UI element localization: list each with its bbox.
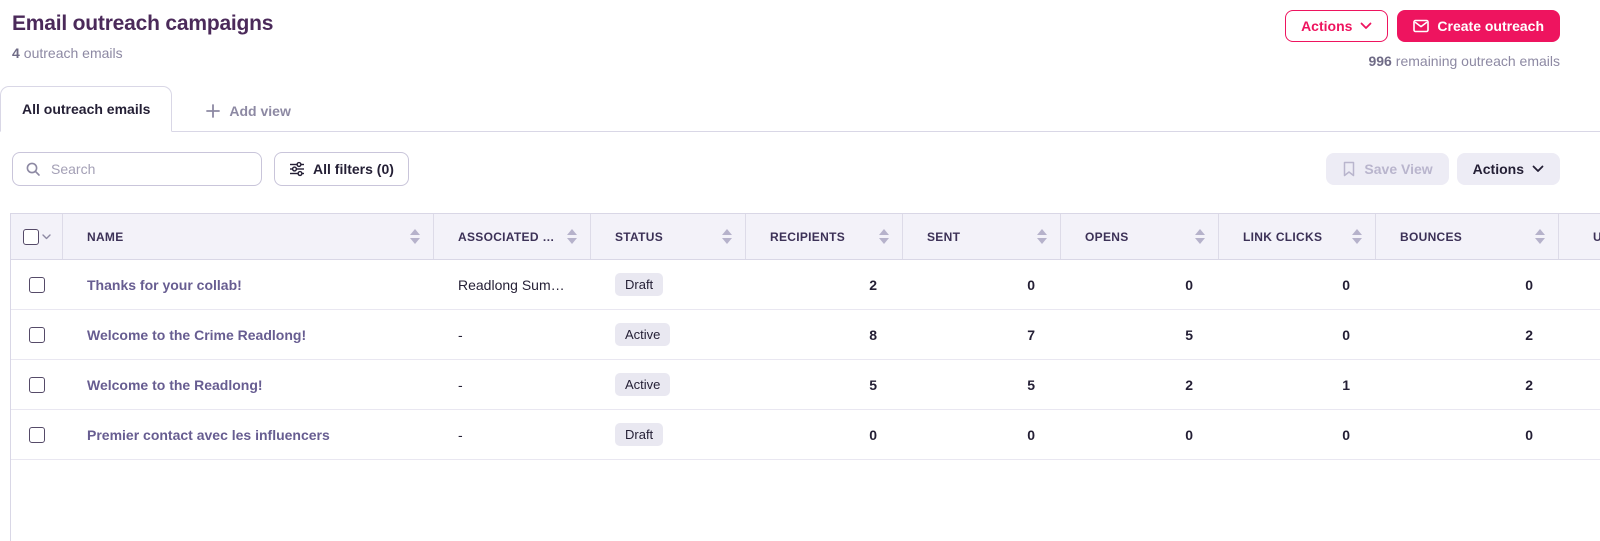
- campaign-name-link[interactable]: Welcome to the Readlong!: [87, 376, 263, 393]
- tab-all-outreach-emails[interactable]: All outreach emails: [0, 86, 173, 132]
- envelope-icon: [1413, 19, 1430, 33]
- recipients-value: 2: [869, 276, 877, 293]
- bounces-value: 2: [1525, 376, 1533, 393]
- all-filters-label: All filters (0): [313, 161, 394, 177]
- column-header-link-clicks[interactable]: LINK CLICKS: [1219, 214, 1376, 259]
- column-header-opens[interactable]: OPENS: [1061, 214, 1219, 259]
- select-all-checkbox[interactable]: [22, 228, 39, 245]
- sort-icon[interactable]: [1535, 229, 1545, 244]
- remaining-emails-text: 996 remaining outreach emails: [1368, 53, 1560, 69]
- search-box: [12, 152, 262, 186]
- page-header: Email outreach campaigns 4 outreach email…: [0, 0, 1600, 69]
- create-outreach-button[interactable]: Create outreach: [1397, 10, 1560, 42]
- table-actions-label: Actions: [1472, 161, 1524, 177]
- column-header-bounces[interactable]: BOUNCES: [1376, 214, 1559, 259]
- page-header-left: Email outreach campaigns 4 outreach email…: [12, 10, 273, 61]
- column-header-status[interactable]: STATUS: [591, 214, 746, 259]
- associated-with-value: -: [458, 376, 463, 393]
- status-badge: Draft: [615, 273, 664, 296]
- column-header-sent[interactable]: SENT: [903, 214, 1061, 259]
- associated-with-value: -: [458, 426, 463, 443]
- sort-icon[interactable]: [567, 229, 577, 244]
- status-badge: Active: [615, 373, 671, 396]
- chevron-down-icon[interactable]: [41, 233, 51, 240]
- sent-value: 0: [1027, 276, 1035, 293]
- remaining-label: remaining outreach emails: [1395, 53, 1560, 69]
- row-checkbox[interactable]: [29, 426, 45, 443]
- row-checkbox[interactable]: [29, 376, 45, 393]
- recipients-value: 8: [869, 326, 877, 343]
- add-view-button[interactable]: Add view: [206, 103, 291, 119]
- sort-icon[interactable]: [879, 229, 889, 244]
- table-row[interactable]: Premier contact avec les influencers - D…: [11, 410, 1600, 460]
- sort-icon[interactable]: [1352, 229, 1362, 244]
- recipients-value: 5: [869, 376, 877, 393]
- header-button-row: Actions Create outreach: [1285, 10, 1560, 42]
- select-all-header-cell: [11, 214, 63, 259]
- link-clicks-value: 0: [1342, 326, 1350, 343]
- table-actions-dropdown-button[interactable]: Actions: [1456, 153, 1560, 185]
- sent-value: 5: [1027, 376, 1035, 393]
- table-row[interactable]: Welcome to the Crime Readlong! - Active …: [11, 310, 1600, 360]
- toolbar-right: Save View Actions: [1326, 153, 1560, 185]
- actions-dropdown-button[interactable]: Actions: [1285, 10, 1389, 42]
- column-header-recipients[interactable]: RECIPIENTS: [746, 214, 903, 259]
- bounces-value: 0: [1525, 276, 1533, 293]
- outreach-email-count: 4 outreach emails: [12, 45, 273, 61]
- search-icon: [25, 161, 41, 177]
- column-header-associated-with[interactable]: ASSOCIATED W…: [434, 214, 591, 259]
- row-checkbox[interactable]: [29, 276, 45, 293]
- sort-icon[interactable]: [722, 229, 732, 244]
- status-badge: Active: [615, 323, 671, 346]
- campaign-name-link[interactable]: Premier contact avec les influencers: [87, 426, 330, 443]
- campaign-name-link[interactable]: Thanks for your collab!: [87, 276, 242, 293]
- all-filters-button[interactable]: All filters (0): [274, 152, 409, 186]
- opens-value: 5: [1185, 326, 1193, 343]
- actions-button-label: Actions: [1301, 18, 1353, 34]
- plus-icon: [206, 104, 221, 118]
- link-clicks-value: 0: [1342, 276, 1350, 293]
- column-header-clipped[interactable]: U: [1559, 214, 1600, 259]
- count-label: outreach emails: [23, 45, 123, 61]
- search-input[interactable]: [51, 161, 249, 177]
- view-tabs: All outreach emails Add view: [0, 86, 1600, 132]
- create-outreach-label: Create outreach: [1437, 18, 1544, 34]
- remaining-count: 996: [1368, 53, 1392, 69]
- sort-icon[interactable]: [1037, 229, 1047, 244]
- outreach-emails-table: NAME ASSOCIATED W… STATUS RECIPIENTS SEN…: [10, 213, 1600, 541]
- link-clicks-value: 0: [1342, 426, 1350, 443]
- page-header-right: Actions Create outreach 996 remaining out…: [1285, 10, 1560, 69]
- opens-value: 2: [1185, 376, 1193, 393]
- status-badge: Draft: [615, 423, 664, 446]
- table-toolbar: All filters (0) Save View Actions: [12, 152, 1560, 186]
- chevron-down-icon: [1532, 165, 1544, 173]
- chevron-down-icon: [1360, 22, 1372, 30]
- column-header-name[interactable]: NAME: [63, 214, 434, 259]
- sent-value: 7: [1027, 326, 1035, 343]
- save-view-button[interactable]: Save View: [1326, 153, 1449, 185]
- table-row[interactable]: Thanks for your collab! Readlong Sum… Dr…: [11, 260, 1600, 310]
- associated-with-value: Readlong Sum…: [458, 276, 565, 293]
- associated-with-value: -: [458, 326, 463, 343]
- recipients-value: 0: [869, 426, 877, 443]
- link-clicks-value: 1: [1342, 376, 1350, 393]
- sliders-icon: [289, 161, 305, 177]
- sort-icon[interactable]: [1195, 229, 1205, 244]
- sort-icon[interactable]: [410, 229, 420, 244]
- table-row[interactable]: Welcome to the Readlong! - Active 5 5 2 …: [11, 360, 1600, 410]
- sent-value: 0: [1027, 426, 1035, 443]
- opens-value: 0: [1185, 276, 1193, 293]
- bounces-value: 0: [1525, 426, 1533, 443]
- bookmark-icon: [1342, 161, 1356, 177]
- bounces-value: 2: [1525, 326, 1533, 343]
- add-view-label: Add view: [229, 103, 291, 119]
- table-header-row: NAME ASSOCIATED W… STATUS RECIPIENTS SEN…: [11, 214, 1600, 260]
- row-checkbox[interactable]: [29, 326, 45, 343]
- opens-value: 0: [1185, 426, 1193, 443]
- save-view-label: Save View: [1364, 161, 1433, 177]
- campaign-name-link[interactable]: Welcome to the Crime Readlong!: [87, 326, 307, 343]
- count-value: 4: [12, 45, 20, 61]
- page-title: Email outreach campaigns: [12, 12, 274, 35]
